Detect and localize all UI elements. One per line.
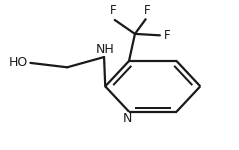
Text: F: F [164, 29, 171, 42]
Text: HO: HO [8, 56, 27, 69]
Text: NH: NH [96, 43, 115, 56]
Text: F: F [109, 4, 116, 17]
Text: F: F [143, 4, 150, 17]
Text: N: N [123, 112, 132, 125]
